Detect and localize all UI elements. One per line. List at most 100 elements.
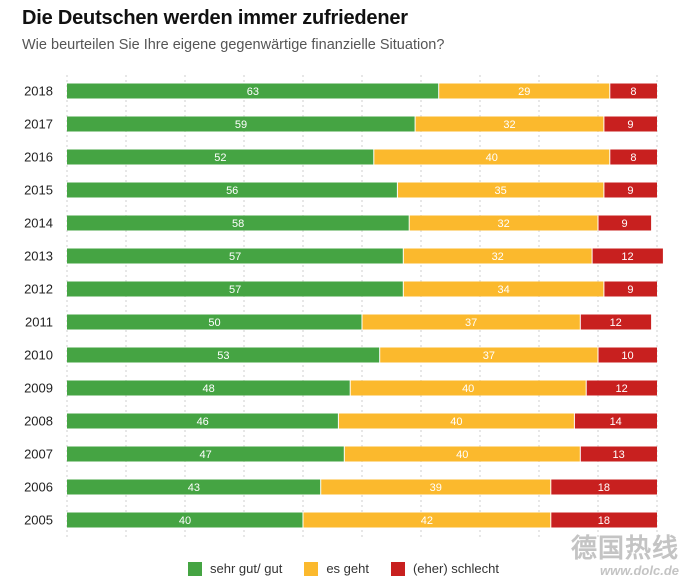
legend-swatch-ok <box>304 561 319 576</box>
bar-value-label: 40 <box>179 515 191 527</box>
bar-value-label: 37 <box>465 317 477 329</box>
legend-swatch-good <box>188 561 203 576</box>
watermark-main: 德国热线 <box>570 533 679 563</box>
bar-segment <box>550 479 657 495</box>
chart-title: Die Deutschen werden immer zufriedener <box>22 7 408 29</box>
bar-segment <box>603 116 657 132</box>
bar-value-label: 9 <box>627 185 633 197</box>
bar-value-label: 37 <box>483 350 495 362</box>
year-label: 2008 <box>24 414 53 429</box>
bar-value-label: 12 <box>615 383 627 395</box>
bar-value-label: 40 <box>456 449 468 461</box>
bar-value-label: 57 <box>229 251 241 263</box>
bar-segment <box>580 446 657 462</box>
bar-segment <box>67 413 339 429</box>
bar-segment <box>67 248 404 264</box>
bar-value-label: 59 <box>235 119 247 131</box>
year-label: 2005 <box>24 513 53 528</box>
bar-value-label: 18 <box>598 482 610 494</box>
bar-segment <box>350 380 587 396</box>
bar-segment <box>67 380 351 396</box>
bar-segment <box>574 413 657 429</box>
year-label: 2009 <box>24 381 53 396</box>
bar-value-label: 48 <box>202 383 214 395</box>
bar-segment <box>67 182 398 198</box>
year-label: 2012 <box>24 282 53 297</box>
bar-value-label: 58 <box>232 218 244 230</box>
year-label: 2013 <box>24 249 53 264</box>
bar-value-label: 10 <box>621 350 633 362</box>
bar-segment <box>580 314 652 330</box>
bar-value-label: 40 <box>450 416 462 428</box>
year-label: 2017 <box>24 117 53 132</box>
bar-segment <box>603 182 657 198</box>
bar-value-label: 63 <box>247 86 259 98</box>
bar-value-label: 57 <box>229 284 241 296</box>
bar-value-label: 12 <box>610 317 622 329</box>
legend-label-ok: es geht <box>326 561 369 576</box>
year-label: 2011 <box>25 315 53 330</box>
year-label: 2018 <box>24 84 53 99</box>
chart-subtitle: Wie beurteilen Sie Ihre eigene gegenwärt… <box>22 37 445 53</box>
bar-value-label: 8 <box>630 86 636 98</box>
year-label: 2015 <box>24 183 53 198</box>
bar-value-label: 40 <box>462 383 474 395</box>
bar-segment <box>409 215 598 231</box>
bar-value-label: 40 <box>486 152 498 164</box>
bar-segment <box>609 149 657 165</box>
bar-segment <box>373 149 610 165</box>
bar-value-label: 32 <box>503 119 515 131</box>
bar-value-label: 12 <box>621 251 633 263</box>
bar-segment <box>67 347 380 363</box>
bar-segment <box>67 83 439 99</box>
year-label: 2010 <box>24 348 53 363</box>
bar-value-label: 9 <box>627 119 633 131</box>
year-label: 2014 <box>24 216 53 231</box>
legend-label-bad: (eher) schlecht <box>412 561 499 576</box>
bar-value-label: 56 <box>226 185 238 197</box>
bar-segment <box>362 314 581 330</box>
bar-value-label: 46 <box>197 416 209 428</box>
bar-value-label: 34 <box>497 284 509 296</box>
bar-segment <box>67 314 362 330</box>
legend-item-ok: es geht <box>304 561 369 576</box>
bar-segment <box>67 479 321 495</box>
year-label: 2007 <box>24 447 53 462</box>
bar-value-label: 32 <box>497 218 509 230</box>
bar-value-label: 52 <box>214 152 226 164</box>
legend: sehr gut/ gut es geht (eher) schlecht <box>0 561 687 576</box>
bar-segment <box>67 281 404 297</box>
stacked-bar-chart: 2018 63 29 8 2017 59 32 9 2016 52 40 8 2015 56 35 9 2014… <box>24 75 663 540</box>
bar-segment <box>403 248 593 264</box>
bar-value-label: 18 <box>598 515 610 527</box>
bar-segment <box>592 248 663 264</box>
bar-value-label: 39 <box>430 482 442 494</box>
year-label: 2006 <box>24 480 53 495</box>
bar-value-label: 50 <box>208 317 220 329</box>
bar-segment <box>598 347 657 363</box>
bar-segment <box>320 479 551 495</box>
legend-item-bad: (eher) schlecht <box>390 561 499 576</box>
bar-segment <box>598 215 652 231</box>
bar-segment <box>67 149 374 165</box>
bar-segment <box>586 380 657 396</box>
bar-segment <box>67 512 303 528</box>
bar-segment <box>67 446 345 462</box>
bar-segment <box>609 83 657 99</box>
year-label: 2016 <box>24 150 53 165</box>
legend-label-good: sehr gut/ gut <box>210 561 283 576</box>
bar-value-label: 35 <box>495 185 507 197</box>
bar-value-label: 43 <box>188 482 200 494</box>
bar-segment <box>379 347 598 363</box>
watermark-logo: 德国热线 www.dolc.de <box>570 533 679 579</box>
bar-segment <box>67 116 416 132</box>
bar-value-label: 13 <box>613 449 625 461</box>
bar-value-label: 32 <box>492 251 504 263</box>
bar-value-label: 14 <box>610 416 622 428</box>
bar-value-label: 47 <box>200 449 212 461</box>
watermark-url: www.dolc.de <box>600 562 679 578</box>
bar-segment <box>338 413 575 429</box>
bar-segment <box>403 281 604 297</box>
bar-segment <box>67 215 410 231</box>
legend-swatch-bad <box>390 561 405 576</box>
